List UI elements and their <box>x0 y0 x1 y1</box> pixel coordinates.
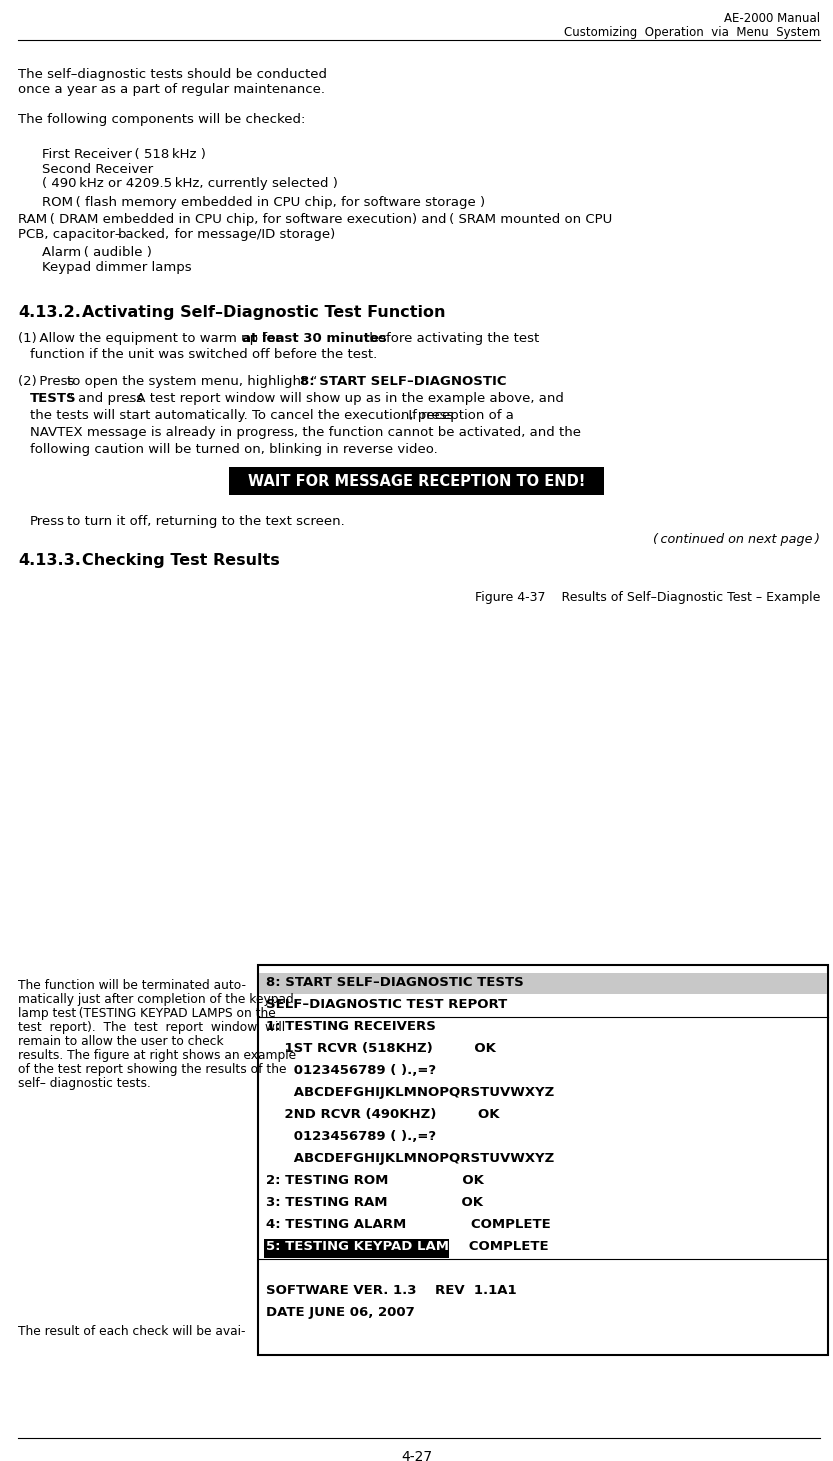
Text: Keypad dimmer lamps: Keypad dimmer lamps <box>42 262 192 275</box>
Text: The result of each check will be avai-: The result of each check will be avai- <box>18 1325 246 1338</box>
Text: 5: TESTING KEYPAD LAMPS: 5: TESTING KEYPAD LAMPS <box>266 1240 468 1254</box>
Text: once a year as a part of regular maintenance.: once a year as a part of regular mainten… <box>18 83 325 96</box>
Text: The function will be terminated auto-: The function will be terminated auto- <box>18 979 246 992</box>
Text: The self–diagnostic tests should be conducted: The self–diagnostic tests should be cond… <box>18 69 327 80</box>
Text: NAVTEX message is already in progress, the function cannot be activated, and the: NAVTEX message is already in progress, t… <box>30 427 581 438</box>
Text: 3: TESTING RAM                OK: 3: TESTING RAM OK <box>266 1197 483 1210</box>
Text: 2: TESTING ROM                OK: 2: TESTING ROM OK <box>266 1175 484 1186</box>
FancyBboxPatch shape <box>264 1239 449 1258</box>
Text: ROM ( flash memory embedded in CPU chip, for software storage ): ROM ( flash memory embedded in CPU chip,… <box>42 196 485 209</box>
Text: Activating Self–Diagnostic Test Function: Activating Self–Diagnostic Test Function <box>82 305 446 320</box>
Text: 4.13.3.: 4.13.3. <box>18 554 81 568</box>
Text: . If reception of a: . If reception of a <box>400 409 514 422</box>
Text: 2ND RCVR (490KHZ)         OK: 2ND RCVR (490KHZ) OK <box>266 1107 500 1121</box>
Text: function if the unit was switched off before the test.: function if the unit was switched off be… <box>30 348 377 361</box>
Text: results. The figure at right shows an example: results. The figure at right shows an ex… <box>18 1049 296 1062</box>
Text: 1: TESTING RECEIVERS: 1: TESTING RECEIVERS <box>266 1020 436 1033</box>
Text: 4: TESTING ALARM              COMPLETE: 4: TESTING ALARM COMPLETE <box>266 1218 551 1232</box>
Text: PCB, capacitor–: PCB, capacitor– <box>18 228 122 241</box>
Text: TESTS: TESTS <box>30 392 77 405</box>
Text: Press: Press <box>30 514 65 527</box>
Text: following caution will be turned on, blinking in reverse video.: following caution will be turned on, bli… <box>30 443 438 456</box>
FancyBboxPatch shape <box>229 468 604 495</box>
Text: Alarm ( audible ): Alarm ( audible ) <box>42 245 152 259</box>
Text: ( 490 kHz or 4209.5 kHz, currently selected ): ( 490 kHz or 4209.5 kHz, currently selec… <box>42 177 338 190</box>
Text: the tests will start automatically. To cancel the execution, press: the tests will start automatically. To c… <box>30 409 453 422</box>
Text: test  report).  The  test  report  window  will: test report). The test report window wil… <box>18 1021 285 1034</box>
Text: COMPLETE: COMPLETE <box>455 1240 549 1254</box>
Text: 0123456789 ( ).,=?: 0123456789 ( ).,=? <box>266 1129 436 1143</box>
Text: ABCDEFGHIJKLMNOPQRSTUVWXYZ: ABCDEFGHIJKLMNOPQRSTUVWXYZ <box>266 1086 554 1099</box>
Text: 8: START SELF–DIAGNOSTIC: 8: START SELF–DIAGNOSTIC <box>300 375 506 389</box>
Text: WAIT FOR MESSAGE RECEPTION TO END!: WAIT FOR MESSAGE RECEPTION TO END! <box>247 473 586 488</box>
Text: before activating the test: before activating the test <box>365 332 539 345</box>
Text: 0123456789 ( ).,=?: 0123456789 ( ).,=? <box>266 1064 436 1077</box>
Text: AE-2000 Manual: AE-2000 Manual <box>724 12 820 25</box>
Text: First Receiver ( 518 kHz ): First Receiver ( 518 kHz ) <box>42 148 206 161</box>
Text: (2) Press: (2) Press <box>18 375 74 389</box>
Text: of the test report showing the results of the: of the test report showing the results o… <box>18 1064 287 1075</box>
FancyBboxPatch shape <box>258 966 828 1354</box>
Text: at least 30 minutes: at least 30 minutes <box>242 332 387 345</box>
Text: 8: START SELF–DIAGNOSTIC TESTS: 8: START SELF–DIAGNOSTIC TESTS <box>266 976 524 989</box>
Text: to turn it off, returning to the text screen.: to turn it off, returning to the text sc… <box>67 514 345 527</box>
Text: The following components will be checked:: The following components will be checked… <box>18 112 306 126</box>
Text: ” and press: ” and press <box>67 392 143 405</box>
Text: (1) Allow the equipment to warm up for: (1) Allow the equipment to warm up for <box>18 332 285 345</box>
Text: Checking Test Results: Checking Test Results <box>82 554 280 568</box>
FancyBboxPatch shape <box>259 973 827 993</box>
Text: Second Receiver: Second Receiver <box>42 164 153 175</box>
Text: 4.13.2.: 4.13.2. <box>18 305 81 320</box>
Text: ABCDEFGHIJKLMNOPQRSTUVWXYZ: ABCDEFGHIJKLMNOPQRSTUVWXYZ <box>266 1153 554 1164</box>
Text: . A test report window will show up as in the example above, and: . A test report window will show up as i… <box>128 392 564 405</box>
Text: Customizing  Operation  via  Menu  System: Customizing Operation via Menu System <box>564 26 820 39</box>
Text: self– diagnostic tests.: self– diagnostic tests. <box>18 1077 151 1090</box>
Text: Figure 4-37    Results of Self–Diagnostic Test – Example: Figure 4-37 Results of Self–Diagnostic T… <box>475 592 820 603</box>
Text: lamp test (TESTING KEYPAD LAMPS on the: lamp test (TESTING KEYPAD LAMPS on the <box>18 1007 276 1020</box>
Text: matically just after completion of the keypad: matically just after completion of the k… <box>18 993 294 1007</box>
Text: to open the system menu, highlight “: to open the system menu, highlight “ <box>67 375 317 389</box>
Text: SOFTWARE VER. 1.3    REV  1.1A1: SOFTWARE VER. 1.3 REV 1.1A1 <box>266 1284 516 1297</box>
Text: DATE JUNE 06, 2007: DATE JUNE 06, 2007 <box>266 1306 415 1319</box>
Text: SELF–DIAGNOSTIC TEST REPORT: SELF–DIAGNOSTIC TEST REPORT <box>266 998 507 1011</box>
Text: for message/ID storage): for message/ID storage) <box>166 228 335 241</box>
Text: ( continued on next page ): ( continued on next page ) <box>653 533 820 546</box>
Text: 4-27: 4-27 <box>401 1449 432 1461</box>
Text: backed,: backed, <box>118 228 170 241</box>
Text: 1ST RCVR (518KHZ)         OK: 1ST RCVR (518KHZ) OK <box>266 1042 496 1055</box>
Text: remain to allow the user to check: remain to allow the user to check <box>18 1034 223 1048</box>
Text: RAM ( DRAM embedded in CPU chip, for software execution) and ( SRAM mounted on C: RAM ( DRAM embedded in CPU chip, for sof… <box>18 213 612 226</box>
